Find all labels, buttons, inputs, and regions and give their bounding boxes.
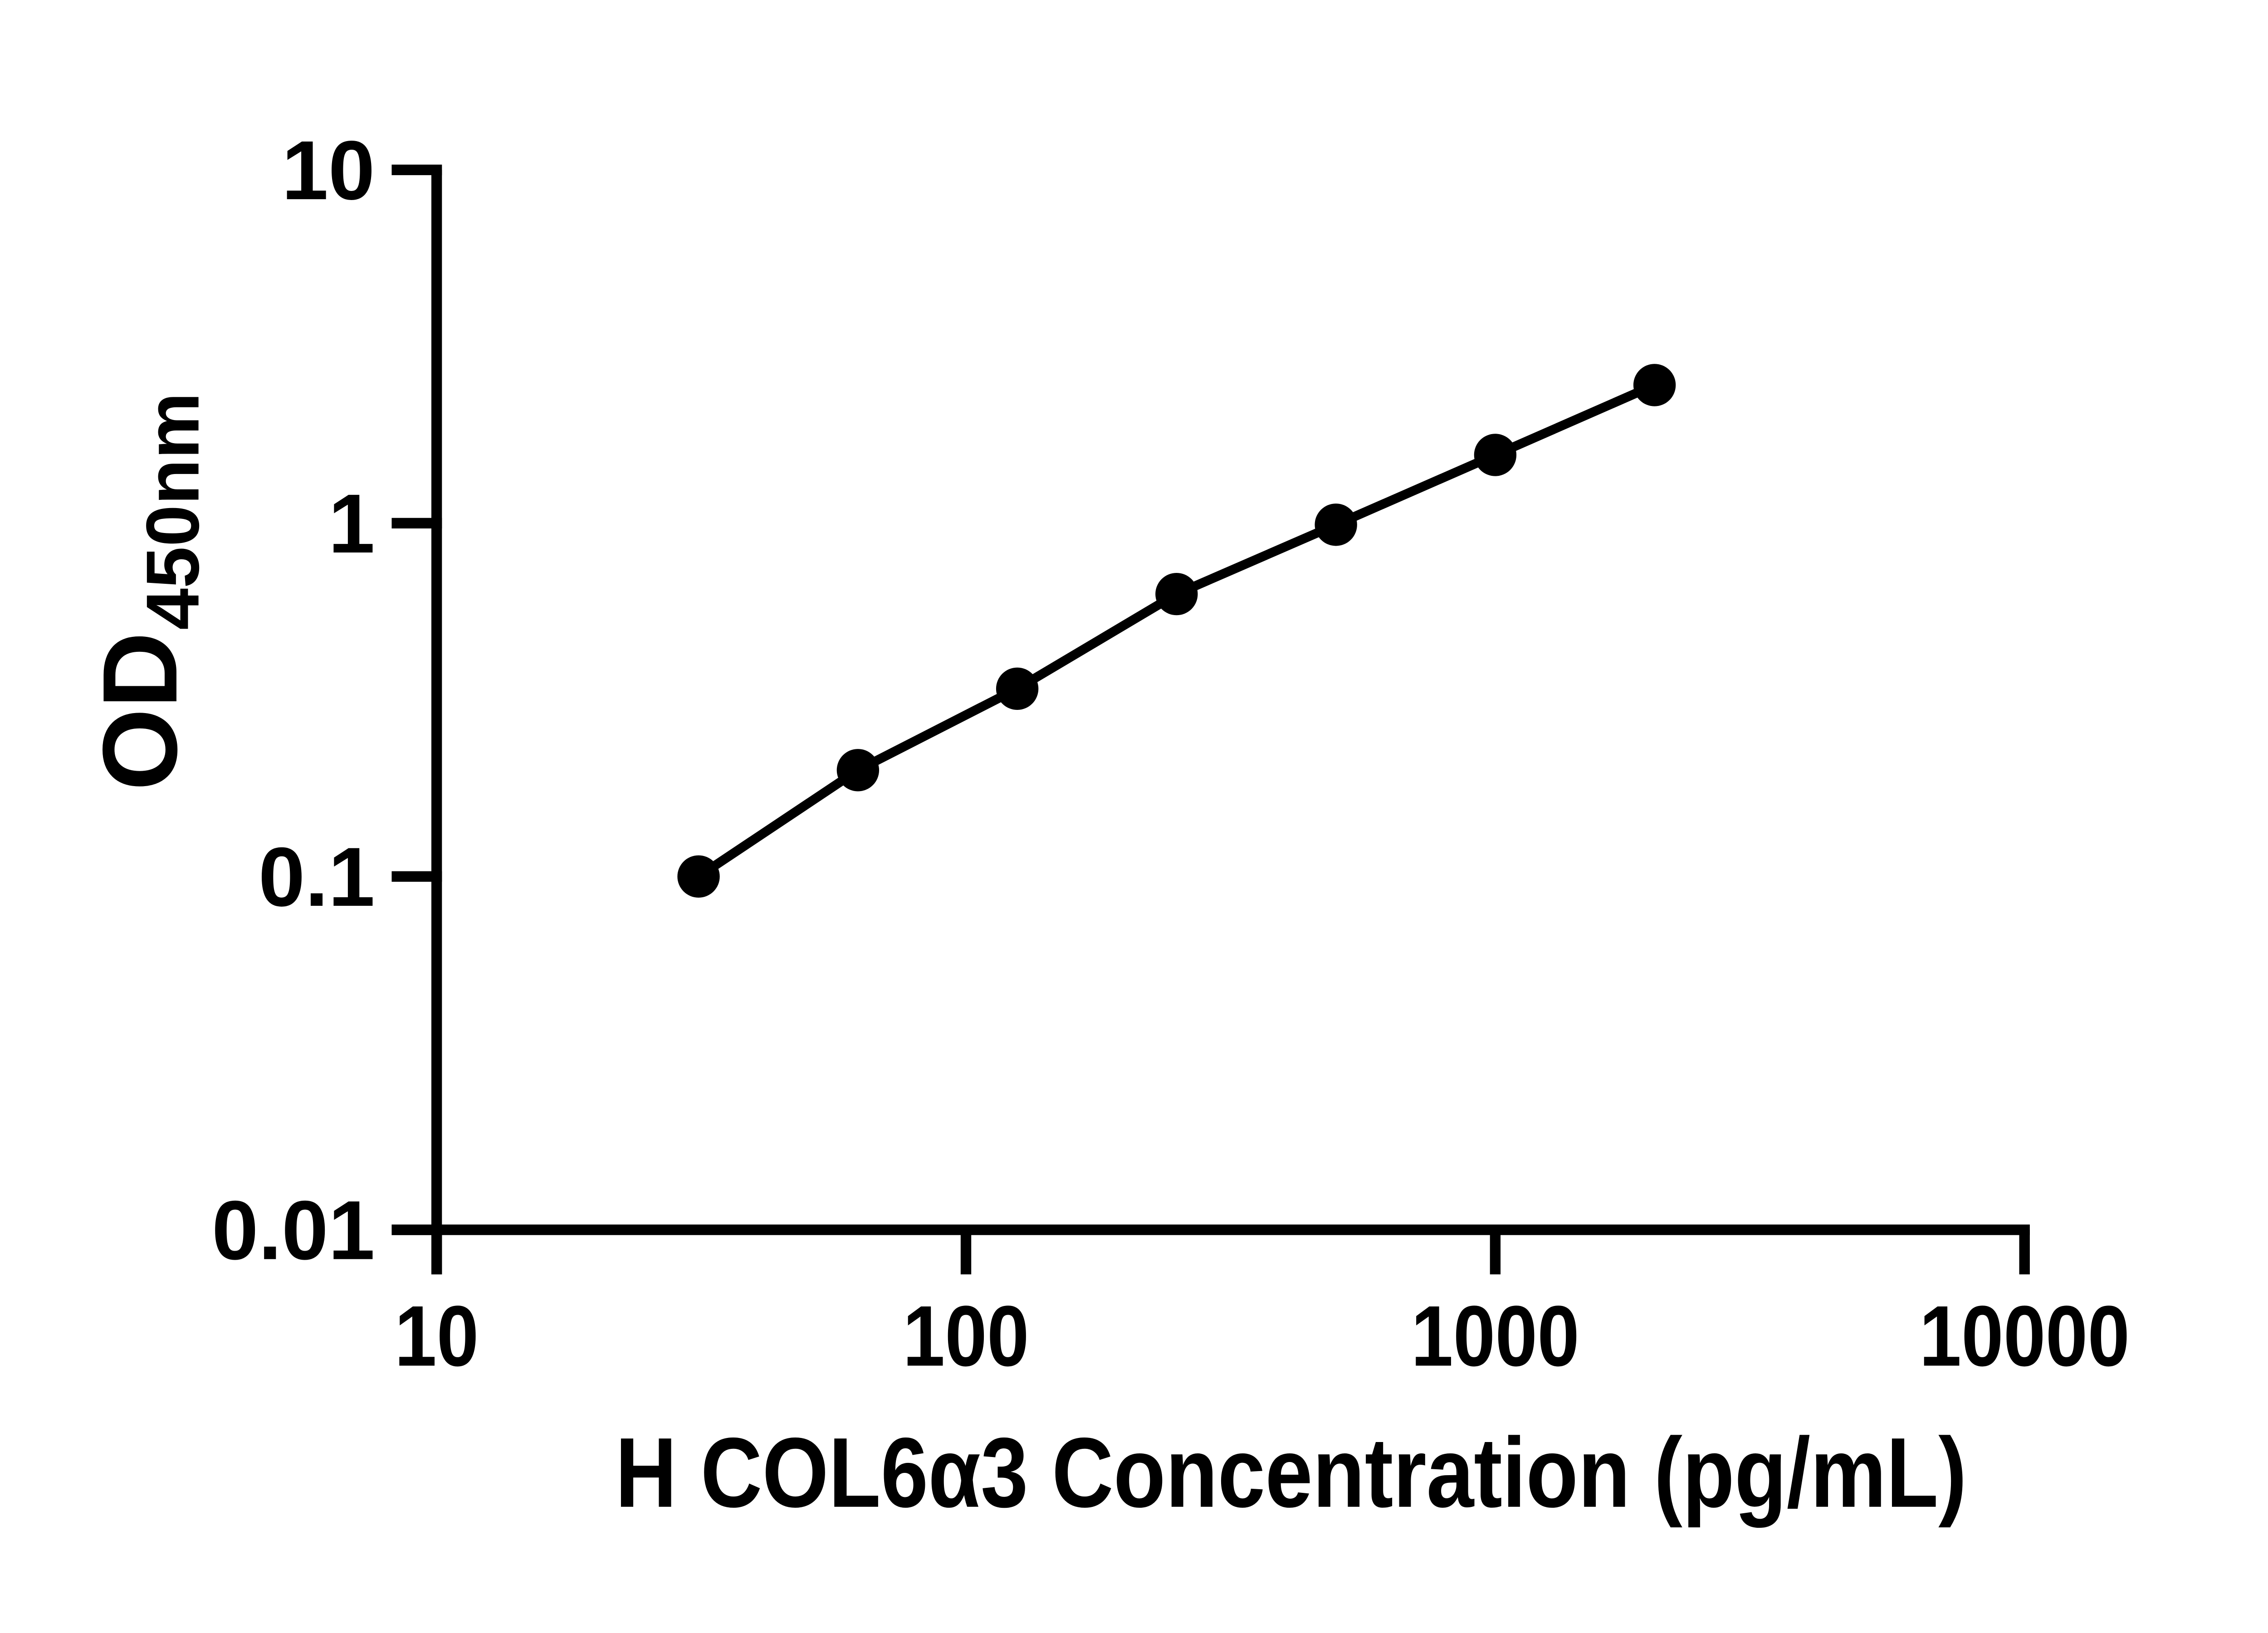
y-tick-label: 1 (328, 477, 375, 571)
data-point-marker (1315, 504, 1357, 546)
data-point-marker (677, 855, 720, 898)
y-axis-title: OD 450nm (81, 392, 215, 791)
data-point-marker (996, 667, 1039, 710)
y-axis-title-subscript: 450nm (131, 392, 215, 630)
data-point-marker (1155, 572, 1198, 616)
x-tick-label: 1000 (1411, 1288, 1579, 1384)
y-tick-label: 10 (282, 124, 375, 217)
data-point-marker (1474, 434, 1517, 476)
x-axis-ticks: 10 100 1000 10000 (395, 1230, 2130, 1384)
data-series (677, 364, 1676, 898)
y-axis-title-main: OD (81, 632, 199, 791)
data-point-marker (1633, 364, 1676, 406)
x-tick-label: 100 (903, 1288, 1029, 1384)
x-tick-label: 10000 (1919, 1288, 2130, 1384)
y-tick-label: 0.1 (259, 831, 375, 924)
y-axis-ticks: 10 1 0.1 0.01 (212, 124, 442, 1277)
y-tick-label: 0.01 (212, 1184, 375, 1277)
x-tick-label: 10 (395, 1288, 479, 1384)
x-axis-title: H COL6α3 Concentration (pg/mL) (615, 1417, 1967, 1528)
data-point-marker (836, 749, 880, 792)
